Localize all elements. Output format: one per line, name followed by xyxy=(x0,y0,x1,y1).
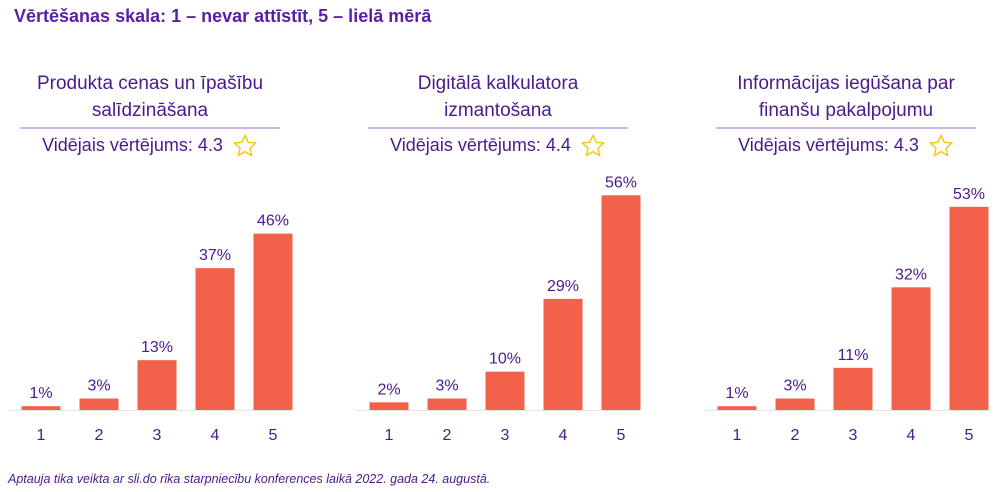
data-label-3: 11% xyxy=(838,347,869,364)
x-tick-label-4: 4 xyxy=(559,427,568,444)
data-label-4: 37% xyxy=(199,247,231,264)
x-tick-label-1: 1 xyxy=(733,427,742,444)
chart-title: Informācijas iegūšana par finanšu pakalp… xyxy=(696,70,996,124)
x-tick-label-4: 4 xyxy=(907,427,916,444)
bar-1 xyxy=(717,406,757,410)
chart-title-line-2: salīdzināšana xyxy=(91,100,209,121)
data-label-3: 10% xyxy=(489,351,521,368)
average-rating-label: Vidējais vērtējums: 4.3 xyxy=(42,135,223,155)
bar-chart: 1% 1 3% 2 11% 3 32% 4 53% 5 xyxy=(704,186,989,444)
data-label-4: 29% xyxy=(547,278,579,295)
data-label-3: 13% xyxy=(141,339,173,356)
chart-title-line-1: Informācijas iegūšana par xyxy=(737,73,955,94)
x-tick-label-5: 5 xyxy=(269,427,278,444)
bar-chart: 1%13%213%337%446%5 xyxy=(8,213,293,444)
data-label-4: 32% xyxy=(895,266,927,283)
title-divider xyxy=(20,127,280,129)
x-tick-label-2: 2 xyxy=(791,427,800,444)
data-label-5: 56% xyxy=(605,174,637,191)
bar-5 xyxy=(253,233,293,410)
data-label-1: 2% xyxy=(377,381,400,398)
average-rating-label: Vidējais vērtējums: 4.3 xyxy=(738,135,919,155)
bar-2 xyxy=(775,398,815,410)
survey-footnote: Aptauja tika veikta ar sli.do rīka starp… xyxy=(8,472,491,486)
bar-3 xyxy=(833,367,873,410)
x-tick-label-1: 1 xyxy=(385,427,394,444)
average-rating: Vidējais vērtējums: 4.3 xyxy=(696,130,996,160)
chart-panel-digital-calculator: Digitālā kalkulatora izmantošana Vidējai… xyxy=(348,70,648,450)
x-tick-label-3: 3 xyxy=(501,427,510,444)
title-divider xyxy=(716,127,976,129)
bar-2 xyxy=(79,398,119,410)
x-tick-label-2: 2 xyxy=(443,427,452,444)
x-tick-label-4: 4 xyxy=(211,427,220,444)
bar-5 xyxy=(949,206,989,410)
chart-title: Produkta cenas un īpašību salīdzināšana xyxy=(0,70,300,124)
chart-title: Digitālā kalkulatora izmantošana xyxy=(348,70,648,124)
star-icon xyxy=(233,134,257,157)
chart-panel-financial-info: Informācijas iegūšana par finanšu pakalp… xyxy=(696,70,996,450)
bar-3 xyxy=(137,360,177,410)
x-tick-label-5: 5 xyxy=(965,427,974,444)
chart-panel-price-comparison: Produkta cenas un īpašību salīdzināšana … xyxy=(0,70,300,450)
chart-title-line-2: izmantošana xyxy=(444,100,552,121)
data-label-2: 3% xyxy=(783,378,806,395)
star-icon xyxy=(929,134,953,157)
average-rating: Vidējais vērtējums: 4.3 xyxy=(0,130,300,160)
chart-title-line-1: Produkta cenas un īpašību xyxy=(36,73,264,94)
bar-1 xyxy=(369,402,409,410)
x-tick-label-2: 2 xyxy=(95,427,104,444)
x-tick-label-3: 3 xyxy=(849,427,858,444)
bar-2 xyxy=(427,398,467,410)
bar-4 xyxy=(543,298,583,410)
bar-4 xyxy=(195,268,235,410)
data-label-5: 53% xyxy=(953,186,985,203)
chart-title-line-1: Digitālā kalkulatora xyxy=(417,73,579,94)
average-rating: Vidējais vērtējums: 4.4 xyxy=(348,130,648,160)
data-label-1: 1% xyxy=(725,385,748,402)
x-tick-label-1: 1 xyxy=(37,427,46,444)
scale-title: Vērtēšanas skala: 1 – nevar attīstīt, 5 … xyxy=(14,6,432,26)
bar-4 xyxy=(891,287,931,410)
bar-5 xyxy=(601,195,641,410)
data-label-2: 3% xyxy=(87,378,110,395)
title-divider xyxy=(368,127,628,129)
bar-1 xyxy=(21,406,61,410)
chart-title-line-2: finanšu pakalpojumu xyxy=(758,100,934,121)
data-label-5: 46% xyxy=(257,213,289,230)
star-icon xyxy=(581,134,605,157)
bar-3 xyxy=(485,371,525,410)
x-tick-label-5: 5 xyxy=(617,427,626,444)
data-label-1: 1% xyxy=(29,385,52,402)
data-label-2: 3% xyxy=(435,378,458,395)
average-rating-label: Vidējais vērtējums: 4.4 xyxy=(390,135,571,155)
bar-chart: 2% 1 3% 2 10% 3 29% 4 56% 5 xyxy=(356,174,641,444)
x-tick-label-3: 3 xyxy=(153,427,162,444)
